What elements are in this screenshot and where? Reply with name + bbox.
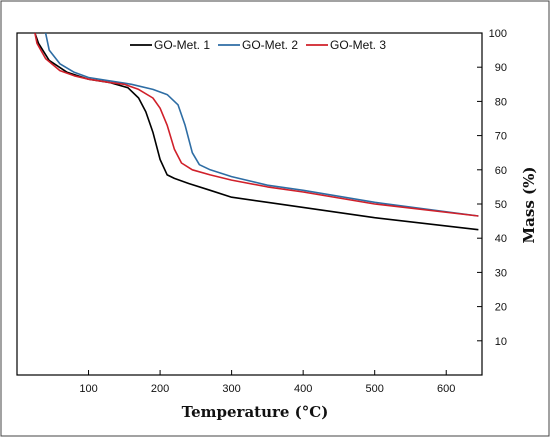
x-tick-label: 100 (79, 383, 97, 395)
x-tick-label: 200 (151, 383, 169, 395)
y-tick-label: 60 (495, 165, 507, 177)
y-tick-label: 40 (495, 233, 507, 245)
x-tick-label: 400 (294, 383, 312, 395)
y-tick-label: 10 (495, 336, 507, 348)
series-line-3 (34, 32, 479, 217)
x-tick-label: 300 (222, 383, 240, 395)
y-tick-label: 50 (495, 199, 507, 211)
series-line-2 (44, 32, 479, 217)
legend-label-1: GO-Met. 1 (154, 38, 210, 52)
y-tick-label: 80 (495, 96, 507, 108)
legend-label-3: GO-Met. 3 (330, 38, 386, 52)
y-tick-label: 20 (495, 302, 507, 314)
y-tick-label: 30 (495, 267, 507, 279)
series-layer (34, 32, 479, 231)
x-axis-title: Temperature (°C) (182, 403, 329, 421)
legend: GO-Met. 1 GO-Met. 2 GO-Met. 3 (130, 38, 386, 52)
y-tick-label: 70 (495, 131, 507, 143)
ticks-layer: 100 200 300 400 500 600 10 20 30 40 50 60 70 80 90 100 (79, 28, 507, 395)
series-line-1 (34, 32, 479, 231)
legend-label-2: GO-Met. 2 (242, 38, 298, 52)
y-tick-label: 100 (489, 28, 507, 40)
x-tick-label: 500 (366, 383, 384, 395)
x-tick-label: 600 (437, 383, 455, 395)
y-axis-title: Mass (%) (520, 167, 538, 244)
y-tick-label: 90 (495, 62, 507, 74)
